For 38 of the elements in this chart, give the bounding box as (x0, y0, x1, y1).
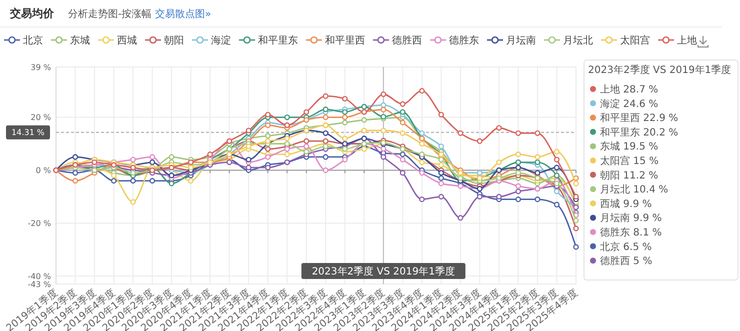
legend-label: 和平里东 (258, 34, 298, 46)
text: 交易散点图» (155, 8, 212, 20)
text: 朝阳 11.2 % (600, 169, 658, 182)
legend-label: 西城 (117, 34, 137, 46)
legend-label: 北京 (23, 34, 43, 46)
legend-label: 月坛北 (563, 34, 593, 46)
text: 海淀 24.6 % (600, 98, 658, 110)
chart-title: 交易均价 (9, 7, 55, 20)
text: 北京 6.5 % (600, 240, 652, 253)
y-tick-label: 20 % (30, 113, 52, 122)
y-tick-label: -20 % (28, 218, 52, 228)
text: 和平里东 20.2 % (600, 126, 678, 138)
text: 西城 9.9 % (600, 198, 652, 210)
text: 德胜东 8.1 % (600, 226, 662, 238)
legend-label: 月坛南 (506, 34, 536, 46)
legend-label: 德胜东 (449, 34, 479, 46)
ref-line-label: 14.31 % (11, 128, 45, 138)
ref-line-label: 2023年2季度 VS 2019年1季度 (312, 266, 455, 278)
legend-label: 朝阳 (164, 34, 184, 46)
y-tick-label: 0 % (36, 166, 52, 176)
y-tick-label: -40 % (28, 272, 52, 281)
legend-label: 和平里西 (325, 34, 365, 46)
text: 月坛南 9.9 % (600, 212, 662, 224)
text: 太阳宫 15 % (600, 155, 659, 167)
chart-subtitle: 分析走势图-按涨幅 (68, 8, 152, 20)
text: 和平里西 22.9 % (600, 112, 678, 124)
text: 德胜西 5 % (600, 255, 652, 268)
legend-label: 东城 (70, 34, 90, 46)
text: 上地 28.7 % (600, 84, 658, 96)
legend-label: 上地 (677, 34, 697, 46)
legend-label: 太阳宫 (620, 34, 650, 46)
legend-label: 海淀 (211, 34, 231, 46)
text: 2023年2季度 VS 2019年1季度 (588, 64, 732, 76)
text: 月坛北 10.4 % (600, 184, 668, 196)
y-tick-label: 39 % (30, 62, 52, 72)
y-tick-label: -43 % (28, 280, 52, 289)
text: 东城 19.5 % (600, 140, 658, 153)
legend-label: 德胜西 (392, 34, 422, 46)
